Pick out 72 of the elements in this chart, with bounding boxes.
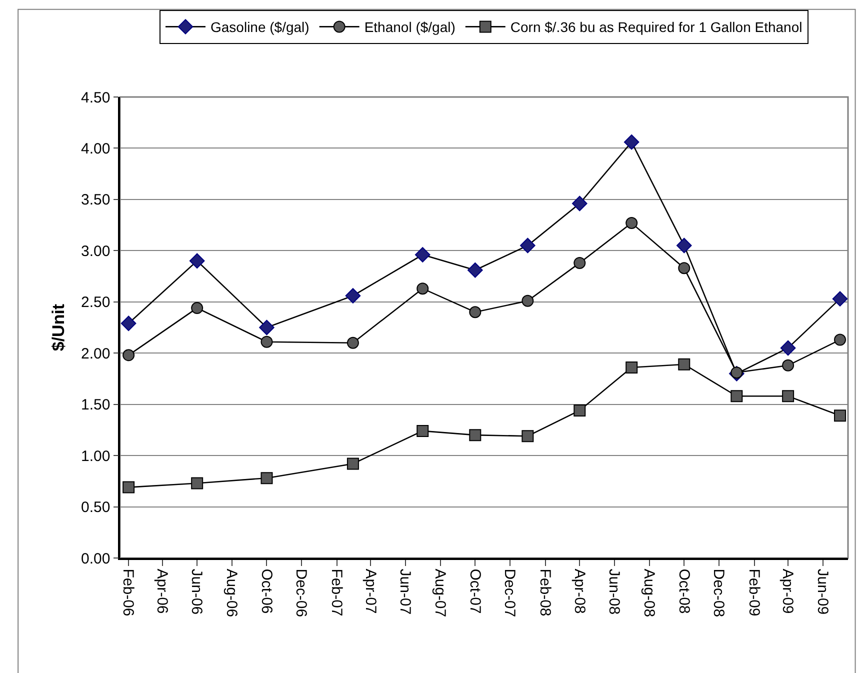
point	[834, 410, 846, 422]
point	[346, 458, 359, 470]
point	[624, 134, 640, 150]
point	[189, 253, 205, 269]
point	[678, 358, 690, 370]
point	[832, 291, 848, 306]
x-tick-label: Apr-07	[362, 568, 379, 614]
point	[416, 424, 429, 437]
point	[676, 238, 692, 254]
point	[469, 306, 482, 318]
x-tick-label: Oct-08	[675, 568, 692, 614]
point	[469, 429, 482, 442]
point	[782, 359, 794, 372]
x-tick-label: Oct-06	[258, 568, 275, 614]
point	[626, 217, 638, 230]
x-tick-label: Oct-07	[466, 568, 484, 614]
point	[522, 430, 534, 442]
point	[260, 472, 273, 484]
x-tick-label: Dec-08	[710, 568, 728, 618]
y-tick-label: 3.50	[81, 192, 110, 209]
point	[346, 336, 359, 349]
point	[572, 196, 588, 212]
point	[122, 349, 135, 362]
x-tick-label: Aug-06	[223, 568, 240, 618]
point	[834, 334, 846, 346]
point	[522, 294, 534, 307]
y-axis-title: $/Unit	[49, 304, 68, 352]
y-tick-label: 2.00	[81, 345, 110, 362]
point	[780, 340, 796, 356]
x-tick-label: Jun-06	[188, 568, 206, 615]
x-tick-label: Aug-08	[640, 568, 658, 618]
point	[122, 481, 135, 494]
x-tick-label: Jun-07	[396, 568, 414, 615]
x-tick-label: Jun-08	[606, 568, 623, 615]
y-tick-label: 3.00	[81, 242, 110, 260]
point	[730, 390, 743, 402]
x-tick-label: Apr-09	[779, 568, 796, 614]
y-tick-label: 4.00	[81, 140, 110, 158]
y-tick-label: 0.50	[81, 499, 110, 516]
point	[574, 404, 586, 416]
point	[191, 302, 204, 314]
point	[416, 282, 429, 295]
legend-label: Ethanol ($/gal)	[364, 19, 456, 36]
point	[345, 288, 361, 304]
x-tick-label: Apr-08	[570, 568, 588, 614]
y-tick-label: 1.50	[81, 396, 110, 414]
x-tick-label: Jun-09	[814, 568, 832, 615]
point	[120, 316, 136, 332]
x-tick-label: Feb-07	[328, 568, 346, 616]
point	[678, 262, 690, 274]
x-tick-label: Feb-08	[536, 568, 554, 616]
point	[574, 256, 586, 269]
point	[259, 320, 274, 336]
x-tick-label: Feb-09	[745, 568, 762, 616]
point	[782, 390, 794, 402]
point	[414, 247, 430, 262]
x-tick-label: Dec-07	[501, 568, 518, 618]
x-tick-label: Aug-07	[431, 568, 448, 618]
x-tick-label: Apr-06	[153, 568, 170, 614]
x-tick-label: Dec-06	[292, 568, 310, 618]
y-tick-label: 0.00	[81, 550, 110, 568]
point	[520, 238, 536, 254]
y-tick-label: 1.00	[81, 448, 110, 465]
legend-label: Corn $/.36 bu as Required for 1 Gallon Ethanol	[510, 19, 802, 36]
point	[468, 262, 483, 278]
legend-label: Gasoline ($/gal)	[210, 19, 310, 36]
x-tick-label: Feb-06	[120, 568, 137, 616]
point	[191, 477, 204, 490]
point	[260, 336, 273, 348]
y-tick-label: 2.50	[81, 294, 110, 312]
point	[626, 361, 638, 374]
y-tick-label: 4.50	[81, 89, 110, 106]
